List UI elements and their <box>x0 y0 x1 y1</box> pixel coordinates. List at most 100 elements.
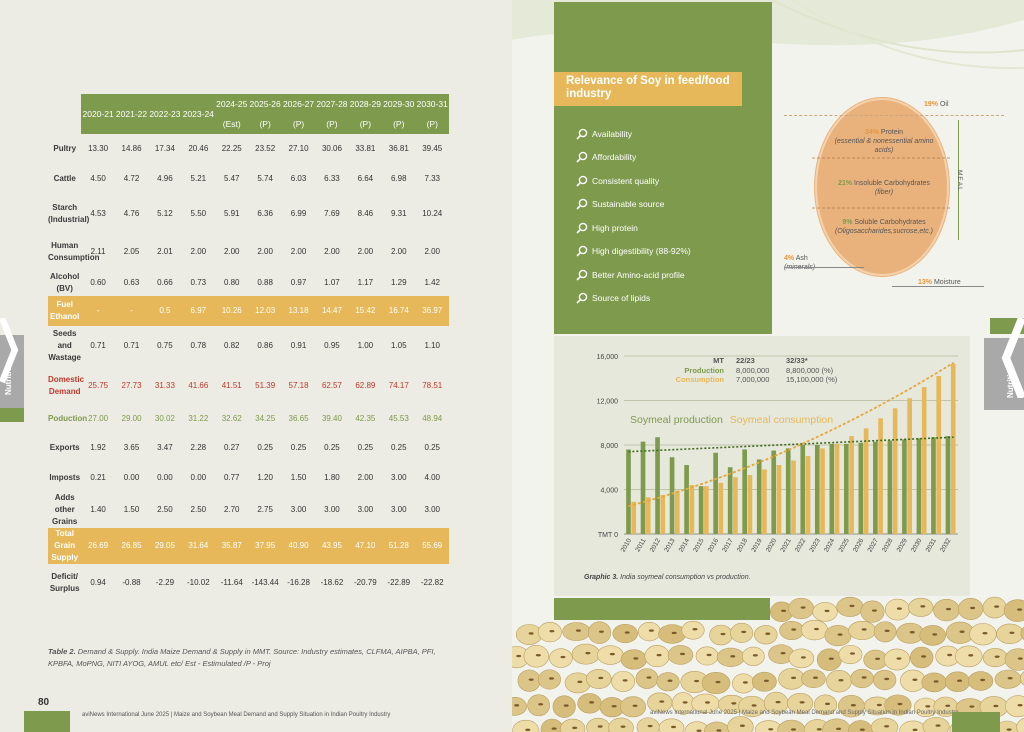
soybean <box>813 694 838 716</box>
legend-production-3233: 8,800,000 (%) <box>786 365 834 375</box>
soybean-hilum <box>780 651 786 655</box>
soybean <box>560 718 586 732</box>
soybean <box>512 719 540 732</box>
soybean-hilum <box>994 655 1000 658</box>
chart-caption: Graphic 3. India soymeal consumption vs … <box>584 574 751 581</box>
table-cell: -16.28 <box>287 578 310 587</box>
table-cell: 3.00 <box>390 473 407 482</box>
soybean <box>709 624 733 646</box>
soybean-hilum <box>704 701 710 704</box>
soybean-hilum <box>548 677 554 680</box>
magnifier-icon <box>576 292 588 304</box>
consumption-bar <box>820 448 825 534</box>
soybean-hilum <box>589 701 595 704</box>
consumption-bar <box>834 443 840 534</box>
soybean <box>549 648 573 668</box>
soybean-hilum <box>1007 677 1013 680</box>
legend-header: MT 22/23 32/33* <box>654 356 846 366</box>
soybean <box>695 646 719 666</box>
y-tick-label: TMT 0 <box>598 532 618 539</box>
soybean-hilum <box>741 630 747 634</box>
table-cell: 1.20 <box>257 473 273 482</box>
soybean-hilum <box>959 630 965 633</box>
table-cell: -22.89 <box>387 578 411 587</box>
table-cell: 3.00 <box>390 505 407 514</box>
soybean-hilum <box>528 678 534 681</box>
footer-green-tab-right <box>952 712 1000 732</box>
table-row: Deficit/ Surplus 0.94 -0.88 -2.29 -10.02 -11.… <box>48 564 449 602</box>
table-cell: 42.35 <box>355 414 376 423</box>
soy-benefit-label: Source of lipids <box>592 293 651 304</box>
soybean-hilum <box>1017 657 1023 660</box>
soybean <box>612 623 638 644</box>
table-cell: 6.03 <box>290 174 307 183</box>
production-bar <box>771 450 777 534</box>
table-cell: 43.95 <box>315 528 349 564</box>
soybean-hilum <box>813 627 819 631</box>
soybean-hilum <box>624 631 630 634</box>
soybean-hilum <box>875 657 881 660</box>
previous-page-arrow-icon[interactable] <box>0 318 20 398</box>
soybean-hilum <box>575 629 581 632</box>
ash-label: 4% Ash (minerals) <box>784 255 816 271</box>
soybean <box>982 648 1008 668</box>
x-tick-label: 2023 <box>808 537 821 553</box>
nutrition-side-tab-right[interactable]: Nutrition <box>984 338 1024 410</box>
soybean-hilum <box>871 609 877 612</box>
soybean <box>635 668 659 689</box>
table-cell: 6.99 <box>290 209 307 218</box>
table-cell: 5.91 <box>223 209 240 218</box>
consumption-bar <box>718 482 724 534</box>
soybean <box>969 623 997 646</box>
x-tick-label: 2014 <box>678 537 691 553</box>
x-tick-label: 2018 <box>736 537 749 553</box>
table-cell: 30.02 <box>154 414 175 423</box>
table-cell: 0.82 <box>223 341 240 350</box>
row-label: Exports <box>49 443 80 452</box>
soybean <box>701 672 731 695</box>
legend-header-mt: MT <box>713 356 724 365</box>
soybean <box>812 602 838 622</box>
table-cell: 29.00 <box>121 414 142 423</box>
row-label: Total Grain Supply <box>48 528 82 564</box>
soybean-hilum <box>791 628 797 631</box>
table-cell: -10.02 <box>186 578 210 587</box>
soybean-hilum <box>742 681 748 684</box>
footer-text-right: aviNews International June 2025 | Maize … <box>650 710 959 716</box>
side-green-strip <box>0 408 24 422</box>
soybean-hilum <box>1017 704 1023 707</box>
table-cell: 2.70 <box>223 505 240 514</box>
soybean-hilum <box>765 632 771 635</box>
soybean-hilum <box>909 631 915 634</box>
legend-consumption-label: Consumption <box>675 375 724 384</box>
soybean-hilum <box>849 652 855 655</box>
magnifier-icon <box>576 151 588 163</box>
table-cell: 3.00 <box>324 505 340 514</box>
next-page-arrow-icon[interactable] <box>1000 318 1024 398</box>
soybean <box>608 717 634 732</box>
consumption-bar <box>791 460 796 534</box>
soybean-hilum <box>970 606 976 610</box>
row-label: Seeds and Wastage <box>48 329 81 362</box>
table-cell: 1.29 <box>390 278 407 287</box>
caption-text: Demand & Supply. India Maize Demand & Su… <box>48 647 436 668</box>
maize-demand-supply-table: 2020-21 2021-22 2022-23 2023-24 2024-25 (Est… <box>48 94 449 602</box>
soybean <box>824 625 852 647</box>
soy-benefit-item: Availability <box>576 122 691 146</box>
table-cell: 74.17 <box>388 381 409 390</box>
production-bar <box>727 467 733 534</box>
consumption-trendline <box>628 361 955 508</box>
consumption-bar <box>863 428 869 534</box>
soybean <box>968 671 994 691</box>
soybean-hilum <box>706 653 712 657</box>
table-cell: 22.25 <box>221 144 242 153</box>
year-header: 2030-31 (P) <box>415 94 449 134</box>
consumption-bar <box>907 398 912 534</box>
table-cell: 6.36 <box>257 209 273 218</box>
table-cell: 5.50 <box>190 209 207 218</box>
soybean-hilum <box>884 629 890 633</box>
table-cell: 36.65 <box>288 414 309 423</box>
table-cell: 1.80 <box>324 473 340 482</box>
soybean-hilum <box>585 651 591 655</box>
soy-benefit-label: Affordability <box>592 152 637 163</box>
